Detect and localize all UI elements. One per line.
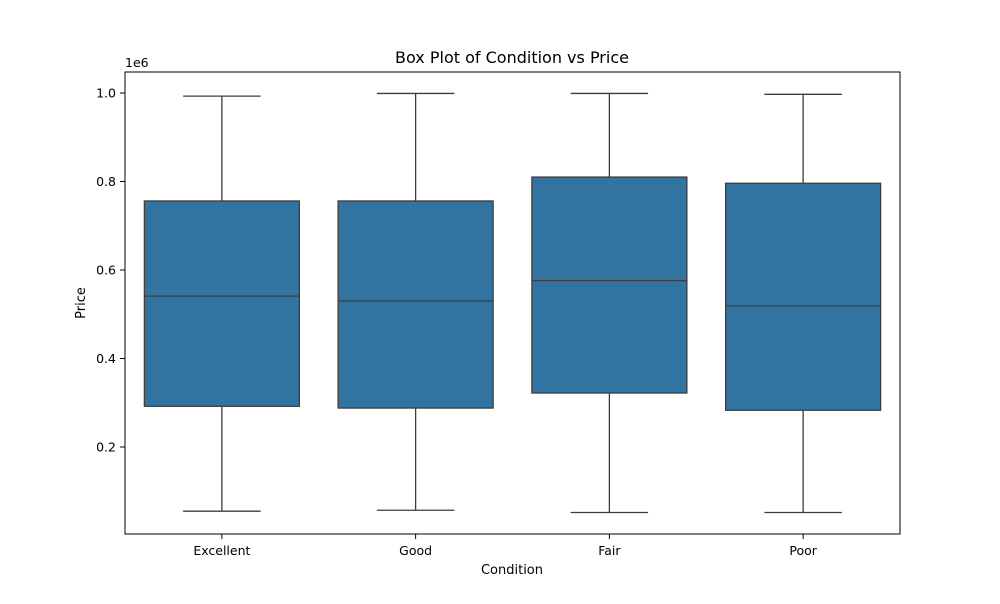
- plot-area: 0.2 0.4 0.6 0.8 1.0 Excellent Good Fair Poor: [96, 86, 882, 558]
- plot-frame: [124, 71, 901, 535]
- chart-title: Box Plot of Condition vs Price: [395, 48, 629, 67]
- box-fair: [531, 176, 688, 394]
- x-axis-label: Condition: [481, 563, 543, 578]
- box-good: [337, 200, 494, 409]
- y-tick-label: 1.0: [96, 86, 116, 101]
- y-tick-label: 0.8: [96, 174, 116, 189]
- x-tick-label: Excellent: [193, 543, 250, 558]
- x-tick-label: Good: [399, 543, 432, 558]
- y-tick-label: 0.6: [96, 263, 116, 278]
- y-axis-offset-label: 1e6: [125, 55, 149, 70]
- x-tick-label: Fair: [598, 543, 621, 558]
- y-tick-label: 0.4: [96, 351, 116, 366]
- box-poor: [724, 182, 882, 411]
- x-tick-label: Poor: [789, 543, 817, 558]
- box-excellent: [143, 200, 301, 407]
- y-tick-label: 0.2: [96, 440, 116, 455]
- y-axis-label: Price: [74, 287, 89, 319]
